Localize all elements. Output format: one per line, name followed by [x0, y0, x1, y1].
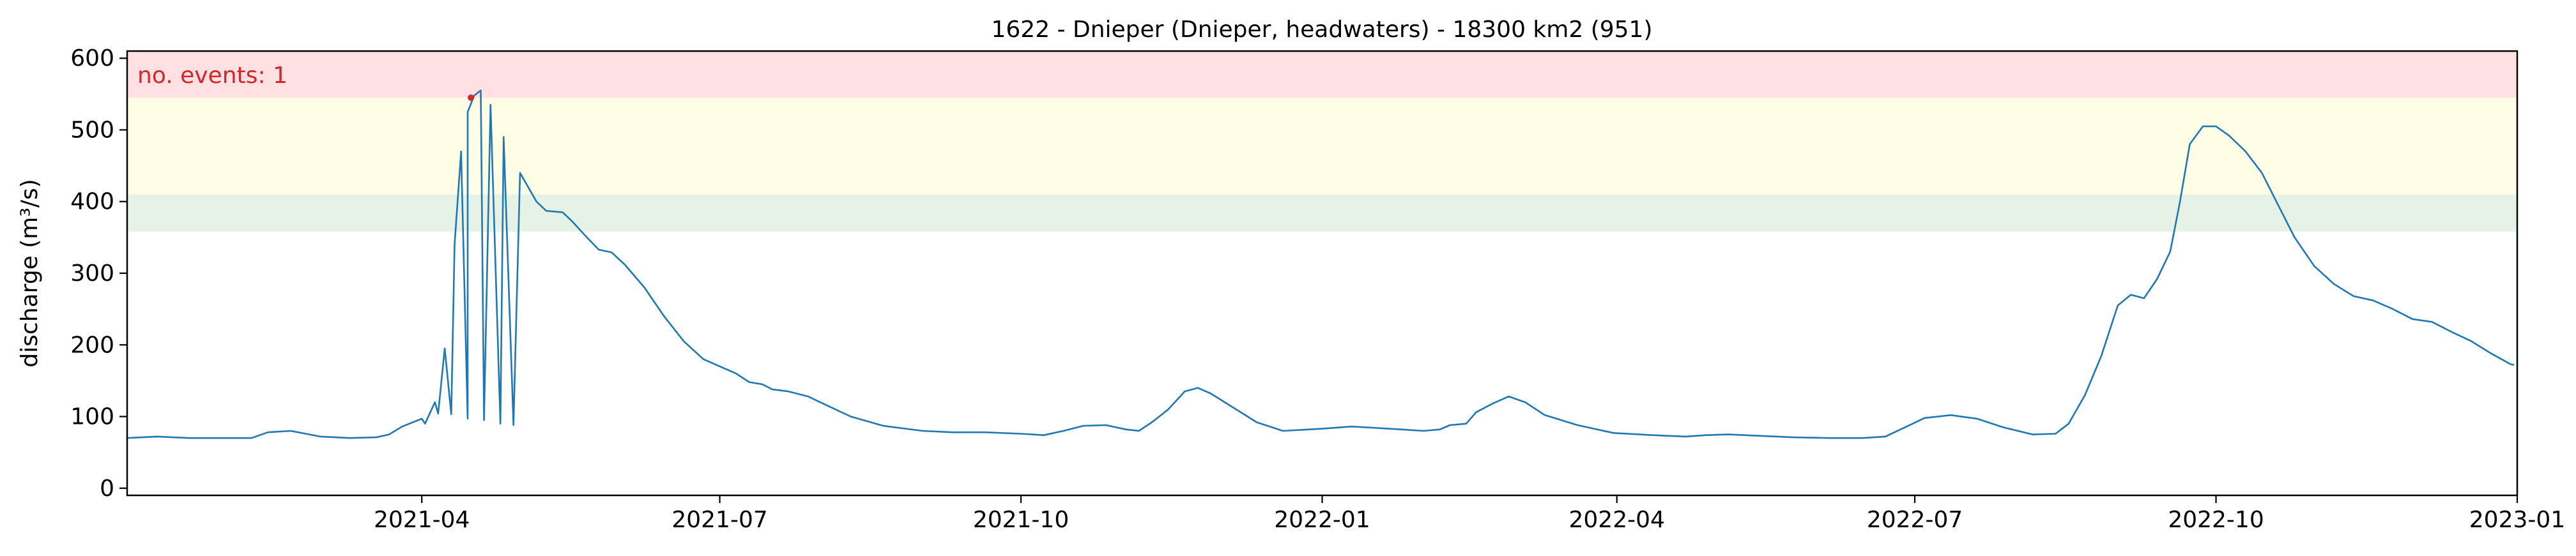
y-tick-label: 200	[70, 332, 114, 358]
event-marker-0	[468, 94, 475, 101]
y-tick-label: 300	[70, 260, 114, 287]
threshold-band-2	[127, 194, 2517, 232]
x-tick-label: 2021-07	[671, 507, 767, 533]
x-tick-label: 2021-10	[973, 507, 1069, 533]
y-axis-ticks: 0 100 200 300 400 500 600	[70, 45, 127, 502]
y-axis-title: discharge (m³/s)	[17, 179, 43, 367]
x-tick-label: 2023-01	[2469, 507, 2565, 533]
x-tick-label: 2022-07	[1867, 507, 1963, 533]
y-tick-label: 600	[70, 45, 114, 71]
y-tick-label: 500	[70, 117, 114, 143]
threshold-band-0	[127, 51, 2517, 98]
x-tick-label: 2022-01	[1274, 507, 1370, 533]
x-axis-ticks: 2021-04 2021-07 2021-10 2022-01 2022-04 2022-…	[374, 495, 2565, 533]
plot-frame	[126, 50, 2518, 497]
series-line-0	[126, 89, 2515, 439]
y-tick-label: 0	[100, 476, 114, 502]
event-markers	[468, 94, 475, 101]
event-count-annotation: no. events: 1	[137, 63, 288, 89]
threshold-bands	[127, 51, 2517, 232]
y-tick-label: 100	[70, 404, 114, 430]
threshold-band-1	[127, 97, 2517, 195]
x-tick-label: 2022-10	[2168, 507, 2264, 533]
y-tick-label: 400	[70, 189, 114, 215]
x-tick-label: 2022-04	[1569, 507, 1665, 533]
chart-title: 1622 - Dnieper (Dnieper, headwaters) - 1…	[992, 17, 1653, 43]
series-layer	[126, 89, 2515, 439]
x-tick-label: 2021-04	[374, 507, 470, 533]
